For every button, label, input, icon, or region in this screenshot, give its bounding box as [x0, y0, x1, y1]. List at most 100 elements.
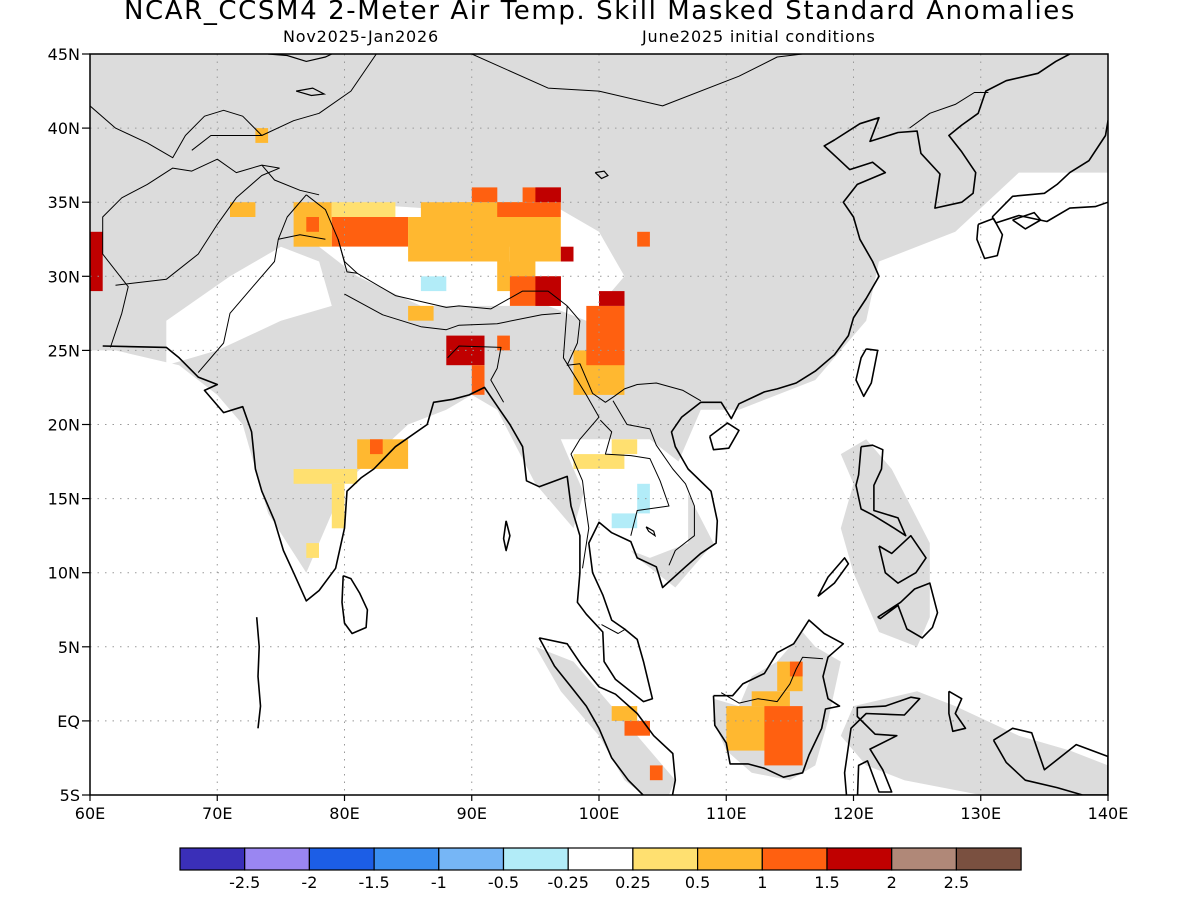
- map-plot-area: [90, 54, 1121, 795]
- anomaly-cell: [649, 765, 663, 781]
- initial-conditions: June2025 initial conditions: [642, 27, 876, 46]
- coast-shikoku: [1012, 211, 1042, 230]
- lat-tick-label: 30N: [48, 267, 80, 286]
- anomaly-cell: [624, 720, 650, 736]
- anomaly-cell: [408, 305, 434, 321]
- borders-layer: [90, 54, 989, 704]
- anomaly-cell: [509, 217, 561, 262]
- anomaly-cell: [331, 483, 345, 529]
- colorbar-label: 2.5: [944, 873, 969, 892]
- lake-issyk-kul: [295, 87, 327, 97]
- coast-halmahera: [948, 690, 967, 733]
- lon-tick-label: 60E: [75, 804, 105, 823]
- border-himalaya-south: [344, 293, 561, 331]
- lat-tick-label: 25N: [48, 341, 80, 360]
- coast-taiwan: [855, 348, 879, 398]
- anomaly-cell: [497, 202, 561, 217]
- coast-luzon: [855, 444, 907, 537]
- border-thai-laos-cambodia: [599, 419, 670, 536]
- coast-honshu: [991, 119, 1108, 224]
- colorbar-label: 1.5: [814, 873, 839, 892]
- anomaly-cell: [90, 231, 103, 292]
- coast-palawan: [817, 557, 850, 598]
- border-china-mongolia: [437, 54, 803, 107]
- anomaly-cell: [1108, 187, 1121, 202]
- border-myanmar-china: [566, 305, 702, 403]
- india-north-white: [166, 246, 332, 366]
- lon-tick-label: 70E: [202, 804, 232, 823]
- border-laos-vietnam: [612, 400, 695, 566]
- border-india-nepal-west: [337, 239, 358, 274]
- border-china-central: [261, 54, 377, 136]
- coast-hainan: [708, 422, 740, 451]
- colorbar-swatch: [308, 847, 375, 871]
- lat-tick-label: 5S: [60, 786, 80, 805]
- border-china-korea: [909, 92, 989, 129]
- lon-tick-label: 80E: [329, 804, 359, 823]
- lake-tonle-sap: [645, 526, 657, 538]
- indochina-white: [560, 439, 689, 558]
- lat-tick-label: 5N: [58, 638, 80, 657]
- anomaly-cell: [293, 469, 358, 484]
- coast-visayas: [878, 534, 927, 584]
- anomaly-cell: [573, 454, 625, 469]
- coast-maldives-chain: [255, 617, 262, 729]
- colorbar-label: -1.5: [358, 873, 389, 892]
- anomaly-cell: [471, 187, 498, 203]
- border-bangladesh: [447, 345, 505, 403]
- gridlines-layer: [90, 54, 1108, 795]
- colorbar-swatch: [891, 847, 958, 871]
- coast-sulawesi: [843, 696, 921, 795]
- border-malaysia-thai: [601, 624, 626, 634]
- lake-qinghai-lake: [594, 170, 609, 180]
- border-himalaya-north: [305, 194, 568, 310]
- colorbar-swatch: [632, 847, 699, 871]
- anomaly-cell: [586, 305, 625, 366]
- anomaly-cell: [370, 439, 383, 455]
- lat-tick-label: 35N: [48, 193, 80, 212]
- lon-tick-label: 100E: [579, 804, 620, 823]
- coast-sumatra: [538, 637, 677, 795]
- colorbar-label: -0.25: [547, 873, 588, 892]
- colorbar-label: -2.5: [229, 873, 260, 892]
- colorbar-swatch: [696, 847, 763, 871]
- no-skill-new-guinea-sulawesi-mask: [840, 691, 1108, 795]
- no-skill-sumatra-mask: [535, 646, 676, 795]
- lake-balkhash: [268, 54, 333, 63]
- colorbar-swatch: [761, 847, 828, 871]
- anomaly-cell: [471, 365, 485, 395]
- colorbar: -2.5 -2 -1.5 -1 -0.5 -0.25 0.25 0.5 1 1.5 2 2.5: [179, 847, 1022, 892]
- anomaly-cell: [637, 231, 650, 247]
- lon-tick-label: 110E: [706, 804, 747, 823]
- anomaly-cell: [751, 691, 790, 707]
- colorbar-label: 1: [757, 873, 767, 892]
- anomaly-cell: [611, 706, 638, 721]
- negative-anomaly-cell: [420, 276, 447, 292]
- border-kashmir-central: [261, 164, 320, 196]
- colorbar-swatch: [438, 847, 505, 871]
- anomaly-cell: [599, 291, 625, 306]
- colorbar-swatch: [955, 847, 1022, 871]
- colorbar-swatch: [244, 847, 310, 871]
- anomaly-cell: [764, 706, 803, 766]
- coast-new-guinea-west: [992, 727, 1108, 795]
- lon-tick-label: 120E: [833, 804, 874, 823]
- colorbar-swatch: [567, 847, 634, 871]
- anomaly-cell: [306, 543, 319, 558]
- anomaly-cell: [306, 217, 319, 232]
- colorbar-label: 2: [887, 873, 897, 892]
- border-pak-iran-afg: [102, 158, 280, 348]
- lon-tick-label: 140E: [1088, 804, 1129, 823]
- lon-tick-label: 130E: [960, 804, 1001, 823]
- border-india-internal: [278, 234, 326, 240]
- colorbar-swatch: [826, 847, 893, 871]
- colorbar-swatch: [502, 847, 569, 871]
- coastlines-layer: [102, 54, 1108, 795]
- colorbar-swatch: [373, 847, 440, 871]
- coast-sri-lanka: [341, 574, 369, 635]
- negative-anomaly-cell: [637, 483, 650, 514]
- anomaly-cell: [230, 202, 256, 217]
- coast-andaman-islands: [502, 520, 511, 552]
